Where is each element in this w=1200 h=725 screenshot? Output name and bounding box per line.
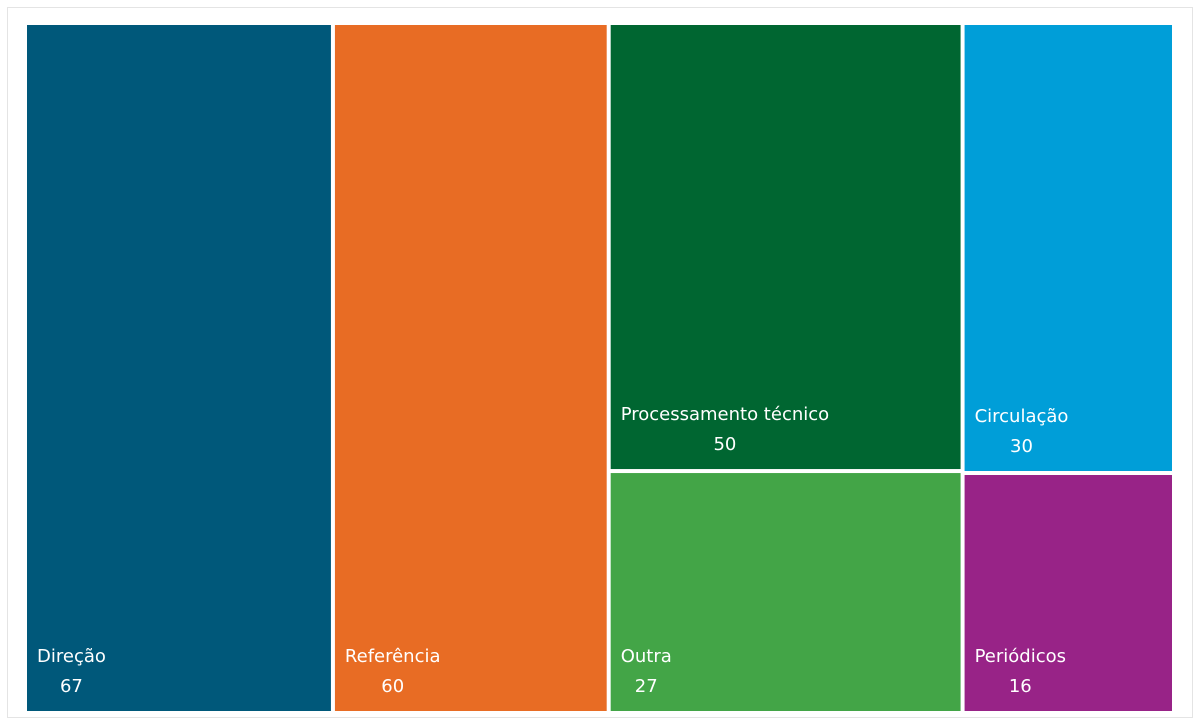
tile [964,25,1172,471]
tile-label: Direção [37,646,106,667]
tile-value: 27 [635,676,658,697]
tile-label: Outra [621,646,672,667]
tile [610,25,961,470]
tile-label: Circulação [975,406,1069,427]
tile-value: 16 [1009,676,1032,697]
tile [964,475,1172,711]
tile-label: Processamento técnico [621,404,829,425]
tile-label: Periódicos [975,646,1066,667]
tile-value: 60 [381,676,404,697]
tile-label: Referência [345,646,441,667]
tile [610,473,961,711]
tile-value: 30 [1010,436,1033,457]
tile-value: 50 [713,434,736,455]
tile [334,25,607,711]
tile-value: 67 [60,676,83,697]
tile [27,25,331,711]
